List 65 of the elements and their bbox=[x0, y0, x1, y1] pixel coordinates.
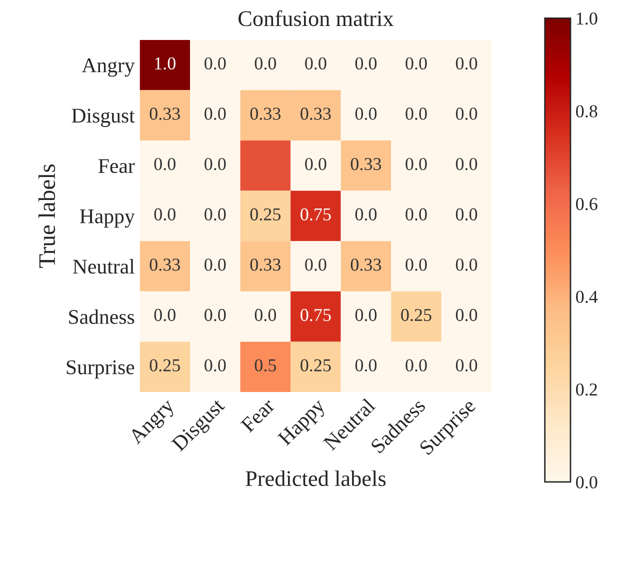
color-bar-label: 0.2 bbox=[576, 383, 597, 396]
y-tick-label: Disgust bbox=[72, 108, 135, 127]
data-label: 0.33 bbox=[300, 108, 331, 120]
color-bar-label: 0.6 bbox=[576, 198, 598, 210]
data-label: 0.33 bbox=[150, 258, 180, 271]
data-label: 0.0 bbox=[456, 359, 478, 372]
y-tick-label: Surprise bbox=[66, 360, 134, 379]
y-tick-label: Happy bbox=[80, 209, 135, 228]
x-tick-label: Fear bbox=[240, 398, 276, 434]
data-label: 0.0 bbox=[154, 158, 176, 170]
data-label: 0.0 bbox=[456, 158, 478, 170]
data-label: 0.0 bbox=[355, 57, 377, 70]
chart-title: Confusion matrix bbox=[238, 10, 394, 26]
data-label: 0.0 bbox=[305, 158, 326, 170]
data-label: 0.0 bbox=[355, 208, 377, 221]
data-label: 0.0 bbox=[204, 359, 226, 372]
data-label: 0.0 bbox=[406, 57, 427, 70]
data-label: 0.33 bbox=[250, 108, 281, 120]
data-label: 0.25 bbox=[250, 208, 281, 221]
data-label: 0.0 bbox=[355, 308, 377, 322]
data-label: 0.0 bbox=[254, 308, 276, 322]
data-label: 0.0 bbox=[406, 208, 427, 221]
data-label: 0.5 bbox=[254, 359, 276, 372]
data-label: 0.0 bbox=[355, 359, 377, 372]
data-label: 0.0 bbox=[406, 108, 427, 120]
data-label: 0.0 bbox=[456, 308, 478, 322]
y-tick-label: Angry bbox=[82, 58, 135, 77]
data-label: 0.0 bbox=[406, 359, 427, 372]
color-bar-label: 0.8 bbox=[576, 105, 598, 118]
data-label: 1.0 bbox=[155, 57, 176, 70]
y-tick-label: Fear bbox=[98, 159, 135, 174]
data-label: 0.75 bbox=[300, 308, 331, 322]
data-label: 0.0 bbox=[456, 108, 478, 120]
data-label: 0.0 bbox=[406, 158, 427, 170]
data-label: 0.33 bbox=[350, 158, 382, 170]
data-label: 0.0 bbox=[204, 308, 226, 322]
data-label: 0.0 bbox=[154, 208, 176, 221]
color-bar-label: 0.0 bbox=[576, 476, 598, 488]
y-tick-label: Neutral bbox=[73, 259, 134, 274]
data-label: 0.33 bbox=[150, 108, 180, 120]
data-label: 0.0 bbox=[456, 208, 478, 221]
data-label: 0.0 bbox=[204, 208, 226, 221]
color-bar-label: 0.4 bbox=[576, 290, 598, 303]
data-label: 0.0 bbox=[204, 108, 226, 120]
data-label: 0.0 bbox=[154, 308, 176, 322]
data-label: 0.0 bbox=[456, 57, 478, 70]
y-tick-label: Sadness bbox=[69, 309, 134, 324]
data-label: 0.0 bbox=[456, 258, 478, 271]
data-label: 0.0 bbox=[254, 57, 276, 70]
data-label: 0.0 bbox=[305, 258, 326, 271]
data-label: 0.0 bbox=[305, 57, 326, 70]
data-label: 0.25 bbox=[150, 359, 180, 372]
data-label: 0.25 bbox=[300, 359, 331, 372]
data-label: 0.0 bbox=[204, 57, 226, 70]
data-label: 0.0 bbox=[406, 258, 427, 271]
color-bar-label: 1.0 bbox=[576, 12, 598, 25]
x-axis-title: Predicted labels bbox=[246, 470, 386, 486]
data-label: 0.0 bbox=[204, 158, 226, 170]
data-label: 0.25 bbox=[401, 308, 432, 322]
data-label: 0.0 bbox=[355, 108, 377, 120]
data-label: 0.33 bbox=[250, 258, 281, 271]
data-label: 0.0 bbox=[204, 258, 226, 271]
data-label: 0.75 bbox=[300, 208, 331, 221]
y-axis-title: True labels bbox=[38, 164, 56, 268]
data-label: 0.33 bbox=[350, 258, 382, 271]
